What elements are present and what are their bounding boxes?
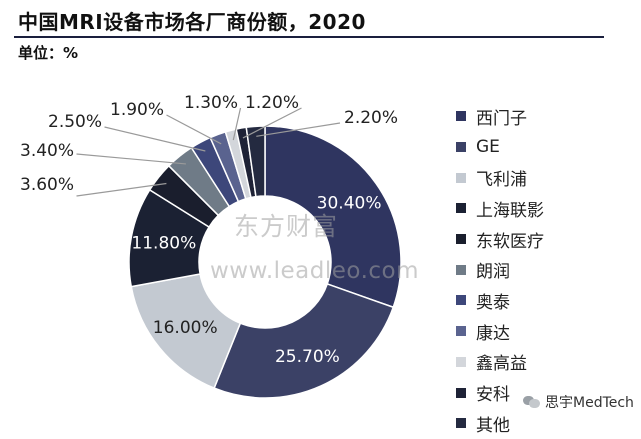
donut-slice — [264, 125, 402, 309]
data-label: 11.80% — [131, 234, 196, 254]
data-label: 1.30% — [184, 93, 238, 113]
chart-title: 中国MRI设备市场各厂商份额，2020 — [18, 10, 366, 34]
legend-label: 奥泰 — [476, 292, 510, 313]
data-label: 16.00% — [153, 318, 218, 338]
legend-swatch — [456, 418, 466, 429]
legend-item: 康达 — [456, 316, 544, 347]
watermark-url: www.leadleo.com — [210, 258, 420, 284]
legend-swatch — [456, 295, 466, 306]
leader-line — [76, 153, 186, 165]
donut-slice — [130, 273, 242, 390]
legend-swatch — [456, 356, 466, 367]
legend-label: 朗润 — [476, 262, 510, 283]
leader-line — [232, 107, 242, 141]
leader-line — [242, 107, 302, 139]
data-label: 2.20% — [344, 108, 398, 128]
data-label: 3.40% — [20, 141, 74, 161]
legend-item: 飞利浦 — [456, 162, 544, 193]
legend-item: 东软医疗 — [456, 224, 544, 255]
legend-item: 奥泰 — [456, 285, 544, 316]
legend-swatch — [456, 387, 466, 398]
legend-label: 东软医疗 — [476, 231, 544, 252]
legend-swatch — [456, 234, 466, 245]
legend-item: 朗润 — [456, 254, 544, 285]
legend-swatch — [456, 326, 466, 337]
donut-slice — [213, 283, 395, 399]
leader-line — [166, 114, 222, 145]
data-label: 1.20% — [245, 93, 299, 113]
legend-swatch — [456, 203, 466, 214]
chart-legend: 西门子 GE 飞利浦上海联影东软医疗朗润奥泰康达鑫高益安科其他 — [456, 101, 544, 439]
donut-slice — [245, 125, 266, 198]
legend-label: 西门子 — [476, 108, 527, 129]
watermark-text: 东方财富 — [234, 212, 339, 241]
legend-swatch — [456, 142, 466, 153]
legend-label: 鑫高益 — [476, 354, 527, 375]
legend-item: 安科 — [456, 377, 544, 408]
legend-label: 上海联影 — [476, 200, 544, 221]
data-label: 25.70% — [275, 347, 340, 367]
leader-line — [256, 122, 341, 137]
legend-label: 飞利浦 — [476, 170, 527, 191]
leader-line — [76, 182, 167, 197]
legend-swatch — [456, 172, 466, 183]
data-label: 1.90% — [110, 100, 164, 120]
legend-item: 西门子 — [456, 101, 544, 132]
legend-label: 康达 — [476, 323, 510, 344]
legend-label: GE — [476, 137, 500, 158]
data-label: 3.60% — [20, 175, 74, 195]
brand-text: 思宇MedTech — [545, 395, 634, 411]
data-label: 30.40% — [317, 194, 382, 214]
legend-item: 上海联影 — [456, 193, 544, 224]
legend-label: 安科 — [476, 385, 510, 406]
legend-item: GE — [456, 132, 544, 163]
donut-chart: 30.40% 25.70% 16.00% 11.80% 3.60% 3.40% 2.50% 1… — [20, 93, 402, 399]
unit-label: 单位：% — [18, 44, 79, 62]
brand-badge: 思宇MedTech — [520, 391, 637, 413]
leader-line — [104, 126, 206, 152]
legend-item: 鑫高益 — [456, 347, 544, 378]
legend-swatch — [456, 111, 466, 122]
legend-swatch — [456, 264, 466, 275]
legend-label: 其他 — [476, 415, 510, 436]
data-label: 2.50% — [48, 112, 102, 132]
title-divider — [14, 36, 604, 38]
wechat-icon — [523, 395, 541, 409]
